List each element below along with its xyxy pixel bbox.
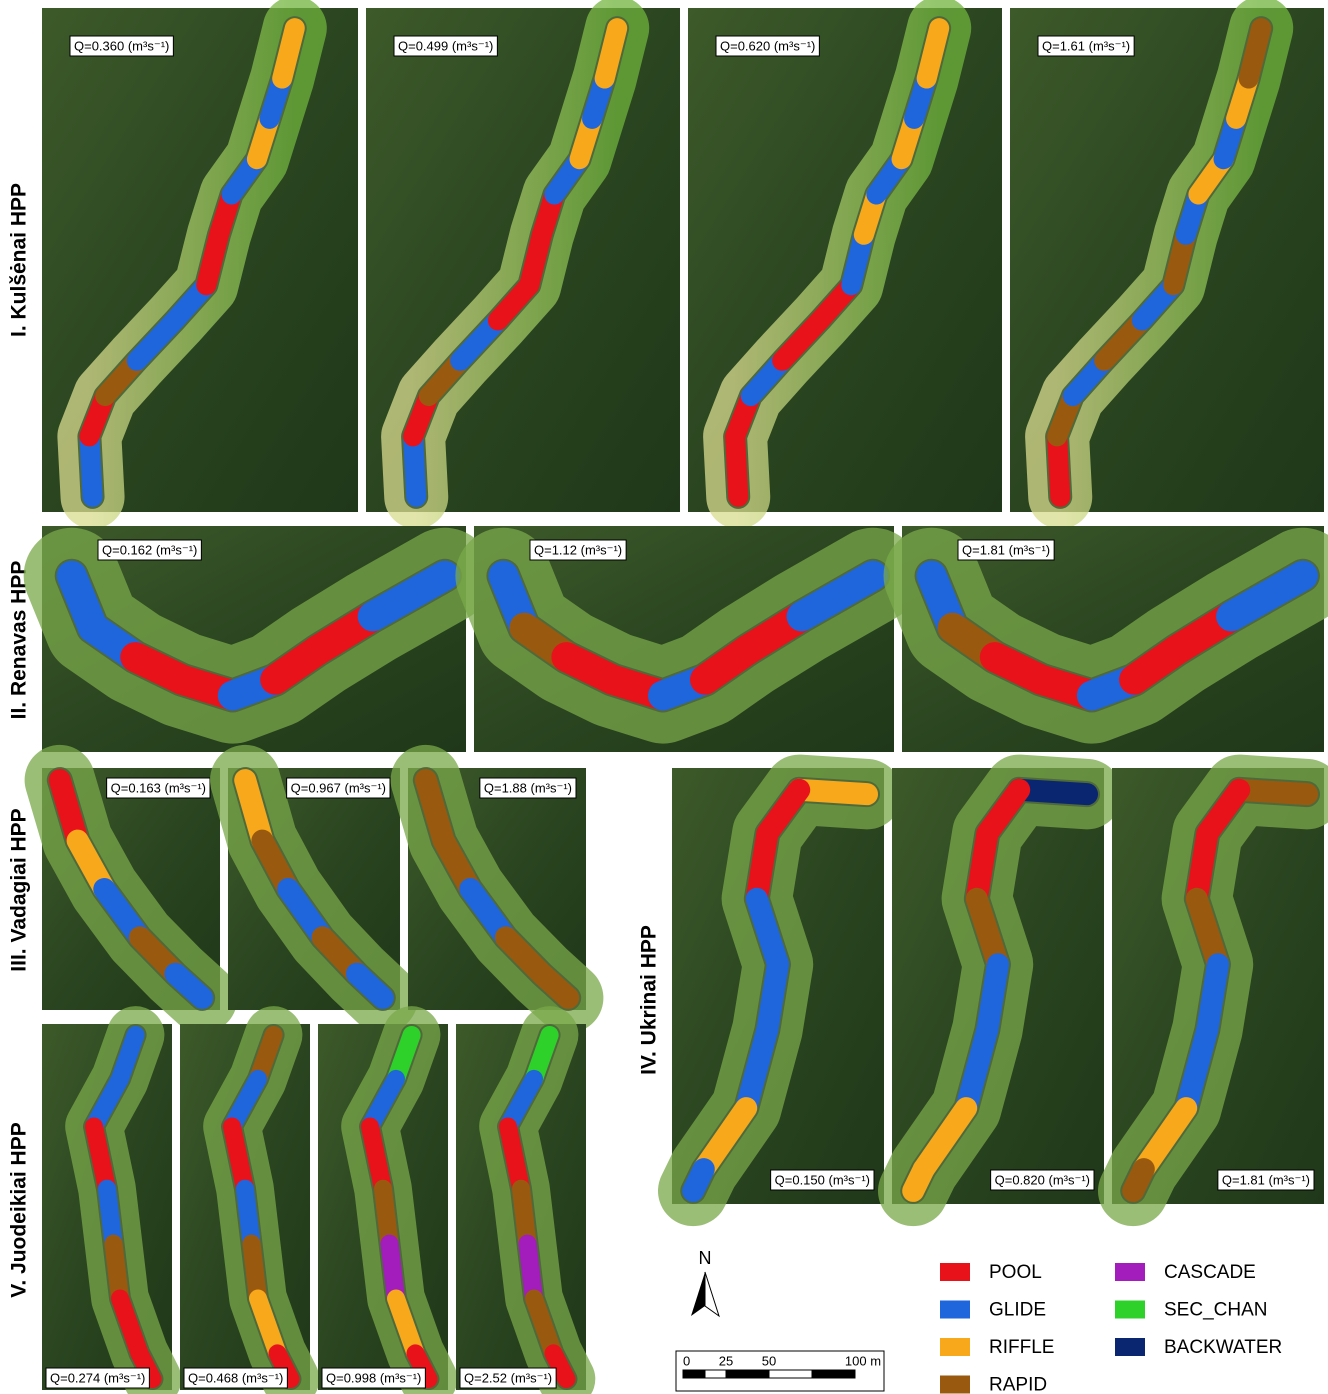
scale-segment: [705, 1370, 726, 1378]
discharge-label: Q=0.620 (m³s⁻¹): [720, 38, 815, 53]
scale-segment: [769, 1370, 812, 1378]
legend-label: GLIDE: [989, 1300, 1046, 1321]
habitat-segment: [282, 28, 295, 78]
map-panel: Q=0.820 (m³s⁻¹): [892, 768, 1104, 1204]
discharge-label: Q=0.820 (m³s⁻¹): [995, 1172, 1090, 1187]
habitat-segment: [605, 28, 618, 78]
discharge-label: Q=0.360 (m³s⁻¹): [74, 38, 169, 53]
discharge-label: Q=1.88 (m³s⁻¹): [484, 780, 572, 795]
habitat-segment: [232, 1126, 245, 1188]
discharge-label: Q=0.274 (m³s⁻¹): [50, 1370, 145, 1385]
map-panel: Q=0.620 (m³s⁻¹): [688, 8, 1002, 512]
scale-label: 25: [719, 1353, 733, 1368]
scale-segment: [812, 1370, 855, 1378]
site-label: V. Juodeikiai HPP: [8, 1122, 31, 1297]
habitat-segment: [508, 1126, 521, 1188]
map-panel: Q=0.499 (m³s⁻¹): [366, 8, 680, 512]
map-panel: Q=2.52 (m³s⁻¹): [456, 1024, 586, 1390]
map-panel: Q=0.274 (m³s⁻¹): [42, 1024, 172, 1390]
legend-swatch: [940, 1376, 970, 1394]
discharge-label: Q=0.468 (m³s⁻¹): [188, 1370, 283, 1385]
discharge-label: Q=1.81 (m³s⁻¹): [1222, 1172, 1310, 1187]
legend-swatch: [940, 1338, 970, 1356]
legend-label: SEC_CHAN: [1164, 1300, 1267, 1321]
legend-swatch: [940, 1301, 970, 1319]
map-panel: Q=1.88 (m³s⁻¹): [408, 768, 586, 1010]
north-arrow-right: [705, 1272, 719, 1316]
legend-label: RAPID: [989, 1375, 1047, 1394]
discharge-label: Q=0.150 (m³s⁻¹): [775, 1172, 870, 1187]
scale-label: 50: [762, 1353, 776, 1368]
map-panel: Q=1.61 (m³s⁻¹): [1010, 8, 1324, 512]
habitat-segment: [693, 1169, 704, 1191]
discharge-label: Q=0.163 (m³s⁻¹): [111, 780, 206, 795]
habitat-segment: [927, 28, 940, 78]
legend-swatch: [1115, 1263, 1145, 1281]
scale-segment: [726, 1370, 769, 1378]
legend-swatch: [1115, 1338, 1145, 1356]
site-label: I. Kulšėnai HPP: [8, 183, 31, 337]
discharge-label: Q=0.499 (m³s⁻¹): [398, 38, 493, 53]
figure: I. Kulšėnai HPP Q=0.360 (m³s⁻¹) Q=0.499 (m…: [0, 0, 1328, 1394]
north-arrow-left: [691, 1272, 705, 1316]
map-panel: Q=1.12 (m³s⁻¹): [474, 526, 894, 752]
map-panel: Q=0.163 (m³s⁻¹): [42, 768, 220, 1010]
scale-segment: [683, 1370, 705, 1378]
legend-swatch: [1115, 1301, 1145, 1319]
discharge-label: Q=1.81 (m³s⁻¹): [962, 542, 1050, 557]
legend-swatch: [940, 1263, 970, 1281]
legend-label: POOL: [989, 1262, 1042, 1283]
map-panel: Q=0.468 (m³s⁻¹): [180, 1024, 310, 1390]
discharge-label: Q=1.61 (m³s⁻¹): [1042, 38, 1130, 53]
north-label: N: [699, 1248, 712, 1268]
discharge-label: Q=2.52 (m³s⁻¹): [464, 1370, 552, 1385]
habitat-segment: [1133, 1169, 1144, 1191]
discharge-label: Q=0.967 (m³s⁻¹): [291, 780, 386, 795]
habitat-segment: [94, 1126, 107, 1188]
habitat-segment: [913, 1169, 924, 1191]
scale-label: 100 m: [845, 1353, 881, 1368]
map-panel: Q=1.81 (m³s⁻¹): [902, 526, 1324, 752]
map-panel: Q=0.162 (m³s⁻¹): [42, 526, 466, 752]
legend-label: RIFFLE: [989, 1337, 1054, 1358]
map-panel: Q=0.967 (m³s⁻¹): [228, 768, 400, 1010]
discharge-label: Q=1.12 (m³s⁻¹): [534, 542, 622, 557]
discharge-label: Q=0.998 (m³s⁻¹): [326, 1370, 421, 1385]
map-panel: Q=0.150 (m³s⁻¹): [672, 768, 884, 1204]
habitat-segment: [370, 1126, 383, 1188]
habitat-segment: [1249, 28, 1262, 78]
map-panel: Q=0.998 (m³s⁻¹): [318, 1024, 448, 1390]
discharge-label: Q=0.162 (m³s⁻¹): [102, 542, 197, 557]
page: {"sites": [ {"label": "I. Kulšėnai HPP",…: [0, 0, 1328, 1394]
map-panel: Q=0.360 (m³s⁻¹): [42, 8, 358, 512]
map-panel: Q=1.81 (m³s⁻¹): [1112, 768, 1324, 1204]
legend-label: CASCADE: [1164, 1262, 1256, 1283]
site-label: III. Vadagiai HPP: [8, 808, 31, 971]
site-label: IV. Ukrinai HPP: [638, 925, 661, 1075]
scale-label: 0: [683, 1353, 690, 1368]
legend-label: BACKWATER: [1164, 1337, 1282, 1358]
